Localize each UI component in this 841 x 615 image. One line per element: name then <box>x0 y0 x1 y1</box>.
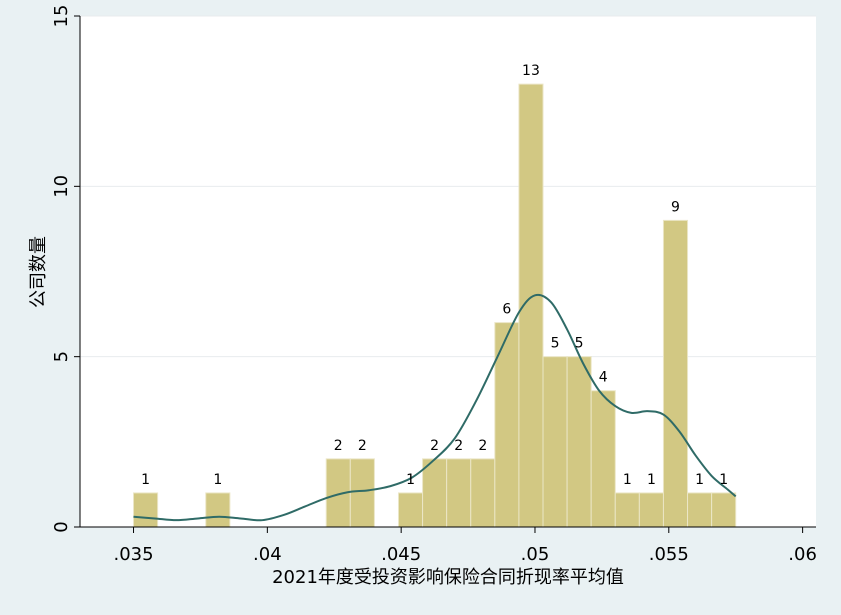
histogram-bar <box>205 492 231 528</box>
bar-count-label: 4 <box>599 370 608 386</box>
bar-count-label: 2 <box>358 438 367 454</box>
y-tick-label: 0 <box>51 521 72 532</box>
bar-count-label: 1 <box>719 472 728 488</box>
density-curve-group <box>133 293 737 522</box>
grid-lines <box>80 15 816 358</box>
bar-count-label: 1 <box>213 472 222 488</box>
histogram-bar <box>518 83 544 528</box>
axes-group <box>79 16 816 528</box>
bar-count-label: 2 <box>454 438 463 454</box>
histogram-bar <box>662 219 689 528</box>
bar-count-label: 1 <box>623 472 632 488</box>
bar-count-label: 13 <box>522 63 540 79</box>
histogram-bar <box>711 492 737 528</box>
histogram-bar <box>470 458 496 528</box>
histogram-bar <box>494 322 520 528</box>
histogram-bar <box>446 458 472 528</box>
bar-count-label: 1 <box>406 472 415 488</box>
x-tick-label: .045 <box>381 544 421 565</box>
bar-count-label: 1 <box>695 472 704 488</box>
x-tick-label: .035 <box>113 544 153 565</box>
x-tick-label: .05 <box>521 544 550 565</box>
histogram-bar <box>133 492 159 528</box>
bar-count-label: 1 <box>647 472 656 488</box>
histogram-bar <box>638 492 664 528</box>
histogram-bar <box>422 458 448 528</box>
x-tick-label: .06 <box>788 544 817 565</box>
y-tick-label: 15 <box>51 5 72 28</box>
bar-count-label: 9 <box>671 199 680 215</box>
bar-count-label: 5 <box>551 336 560 352</box>
histogram-bar <box>614 492 640 528</box>
y-tick-label: 10 <box>51 175 72 198</box>
histogram-bar <box>590 390 616 528</box>
x-tick-label: .055 <box>649 544 689 565</box>
bar-count-label: 6 <box>502 302 511 318</box>
x-axis-title: 2021年度受投资影响保险合同折现率平均值 <box>272 567 624 588</box>
bar-count-label: 5 <box>575 336 584 352</box>
histogram-bar <box>349 458 375 528</box>
bars-group <box>133 83 737 528</box>
plot-area <box>80 16 816 527</box>
histogram-bar <box>542 356 568 528</box>
histogram-bar <box>566 356 592 528</box>
bar-count-label: 2 <box>478 438 487 454</box>
y-axis-title: 公司数量 <box>28 236 49 308</box>
x-tick-label: .04 <box>253 544 282 565</box>
density-curve <box>133 293 737 522</box>
bar-count-label: 2 <box>334 438 343 454</box>
histogram-bar <box>397 492 424 528</box>
y-ticks-group: 0 5 10 15 <box>51 5 80 533</box>
y-tick-label: 5 <box>51 351 72 362</box>
bar-count-label: 2 <box>430 438 439 454</box>
histogram-bar <box>687 492 713 528</box>
bar-count-label: 1 <box>141 472 150 488</box>
x-ticks-group: .035 .04 .045 .05 .055 .06 <box>113 527 817 565</box>
